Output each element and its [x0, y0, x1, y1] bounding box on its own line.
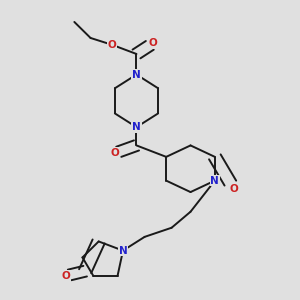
Text: O: O [110, 148, 119, 158]
Text: N: N [132, 122, 141, 132]
Text: N: N [118, 246, 127, 256]
Text: N: N [132, 70, 141, 80]
Text: O: O [148, 38, 157, 49]
Text: N: N [211, 176, 219, 186]
Text: O: O [62, 271, 70, 281]
Text: O: O [108, 40, 116, 50]
Text: O: O [230, 184, 238, 194]
